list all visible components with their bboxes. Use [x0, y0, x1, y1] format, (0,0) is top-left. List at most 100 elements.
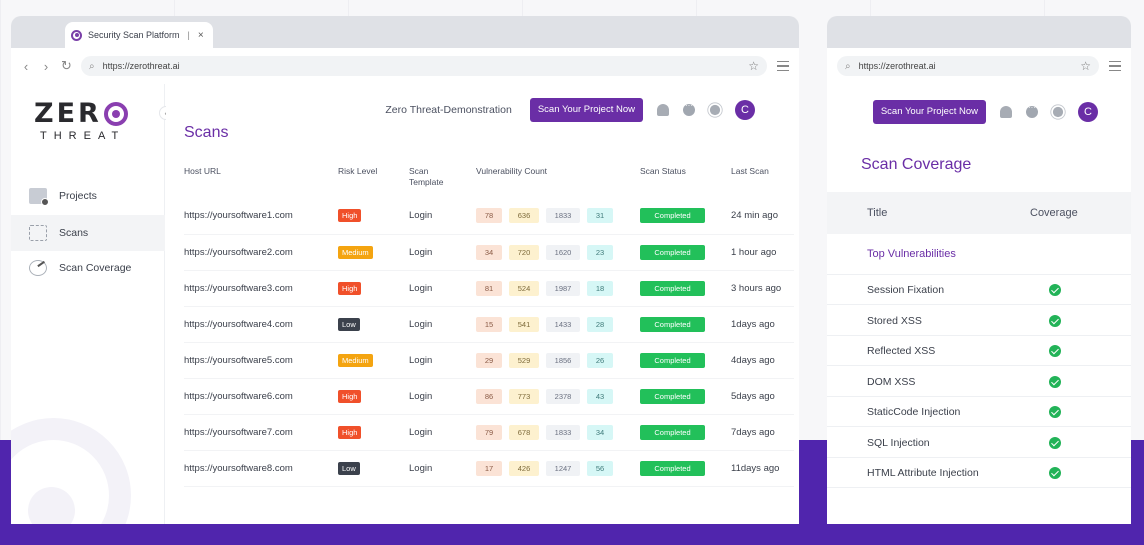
- table-row[interactable]: https://yoursoftware2.com Medium Login 34 72…: [184, 234, 794, 271]
- back-icon[interactable]: ‹: [23, 58, 29, 74]
- vulnerability-title: Stored XSS: [867, 314, 922, 327]
- avatar[interactable]: C: [735, 100, 755, 120]
- sidebar-item-label: Projects: [59, 190, 97, 202]
- address-row: ‹ › ↻ ⌕ https://zerothreat.ai ☆: [11, 48, 799, 84]
- bookmark-star-icon[interactable]: ☆: [1080, 59, 1091, 73]
- status-cell: Completed: [640, 306, 731, 343]
- bell-icon[interactable]: [657, 104, 669, 116]
- hamburger-menu-icon[interactable]: [777, 60, 789, 72]
- col-risk-level[interactable]: Risk Level: [338, 166, 378, 176]
- host-url[interactable]: https://yoursoftware2.com: [184, 234, 338, 271]
- col-host-url[interactable]: Host URL: [184, 166, 221, 176]
- table-row[interactable]: https://yoursoftware7.com High Login 79 678 1…: [184, 414, 794, 451]
- vulnerability-title: HTML Attribute Injection: [867, 467, 979, 479]
- table-row[interactable]: https://yoursoftware3.com High Login 81 524 1…: [184, 270, 794, 307]
- risk-badge: High: [338, 209, 362, 223]
- sidebar-item-scan-coverage[interactable]: Scan Coverage: [11, 250, 165, 286]
- risk-cell: High: [338, 198, 409, 235]
- bookmark-star-icon[interactable]: ☆: [748, 59, 759, 73]
- host-url[interactable]: https://yoursoftware4.com: [184, 306, 338, 343]
- address-bar[interactable]: ⌕ https://zerothreat.ai ☆: [837, 56, 1099, 76]
- status-badge: Completed: [640, 316, 705, 332]
- risk-badge: Medium: [338, 353, 373, 367]
- scans-icon: [29, 225, 47, 241]
- gear-icon[interactable]: [709, 104, 721, 116]
- decorative-dot: [28, 487, 75, 524]
- tab-close-icon[interactable]: ×: [197, 29, 204, 41]
- host-url[interactable]: https://yoursoftware7.com: [184, 414, 338, 451]
- table-row[interactable]: https://yoursoftware5.com Medium Login 29 52…: [184, 342, 794, 379]
- host-url[interactable]: https://yoursoftware8.com: [184, 450, 338, 487]
- gear-icon[interactable]: [1052, 106, 1064, 118]
- tab-bar: [827, 16, 1131, 48]
- reload-icon[interactable]: ↻: [61, 58, 72, 73]
- last-scan: 7days ago: [731, 414, 794, 451]
- high-count: 541: [509, 316, 539, 332]
- table-row[interactable]: https://yoursoftware6.com High Login 86 773 2…: [184, 378, 794, 415]
- scan-project-button[interactable]: Scan Your Project Now: [529, 98, 643, 122]
- status-cell: Completed: [640, 450, 731, 487]
- coverage-row: StaticCode Injection: [827, 397, 1131, 427]
- vulnerability-title: DOM XSS: [867, 375, 916, 388]
- chat-icon[interactable]: [1026, 103, 1038, 118]
- page-title: Scans: [184, 124, 229, 141]
- risk-badge: Low: [338, 461, 360, 475]
- col-scan-status[interactable]: Scan Status: [640, 166, 686, 176]
- vulnerability-title: SQL Injection: [867, 436, 930, 449]
- browser-tab[interactable]: Security Scan Platform | ×: [65, 22, 213, 48]
- last-scan: 1days ago: [731, 306, 794, 343]
- high-count: 773: [509, 388, 539, 404]
- top-bar: Scan Your Project Now C: [827, 100, 1131, 124]
- status-badge: Completed: [640, 388, 705, 404]
- scan-template: Login: [409, 450, 476, 487]
- low-count: 56: [587, 460, 613, 476]
- col-coverage: Coverage: [1030, 207, 1078, 219]
- last-scan: 3 hours ago: [731, 270, 794, 307]
- col-vulnerability-count[interactable]: Vulnerability Count: [476, 166, 548, 176]
- coverage-table-header: Title Coverage: [827, 192, 1131, 234]
- coverage-row: DOM XSS: [827, 367, 1131, 397]
- medium-count: 1620: [546, 244, 580, 260]
- table-row[interactable]: https://yoursoftware8.com Low Login 17 426 12…: [184, 450, 794, 487]
- col-scan-template[interactable]: Scan Template: [409, 166, 476, 198]
- table-row[interactable]: https://yoursoftware1.com High Login 78 636 1…: [184, 198, 794, 235]
- coverage-row: SQL Injection: [827, 428, 1131, 458]
- url-text[interactable]: https://zerothreat.ai: [102, 61, 180, 71]
- forward-icon[interactable]: ›: [43, 58, 49, 74]
- col-template-line1: Scan: [409, 166, 429, 176]
- risk-cell: Low: [338, 450, 409, 487]
- host-url[interactable]: https://yoursoftware3.com: [184, 270, 338, 307]
- vulnerability-title: StaticCode Injection: [867, 406, 961, 418]
- address-bar[interactable]: ⌕ https://zerothreat.ai ☆: [81, 56, 767, 76]
- logo-word: ZER: [34, 98, 102, 129]
- status-cell: Completed: [640, 378, 731, 415]
- tab-title: Security Scan Platform: [88, 30, 180, 40]
- check-circle-icon: [1049, 436, 1061, 449]
- hamburger-menu-icon[interactable]: [1109, 60, 1121, 72]
- vulnerability-counts: 15 541 1433 28: [476, 306, 640, 343]
- risk-cell: Medium: [338, 342, 409, 379]
- col-last-scan[interactable]: Last Scan: [731, 166, 769, 176]
- low-count: 43: [587, 388, 613, 404]
- url-text[interactable]: https://zerothreat.ai: [858, 61, 936, 71]
- medium-count: 1833: [546, 424, 580, 440]
- low-count: 18: [587, 280, 613, 296]
- sidebar-item-label: Scan Coverage: [59, 262, 132, 274]
- host-url[interactable]: https://yoursoftware6.com: [184, 378, 338, 415]
- sidebar-item-projects[interactable]: Projects: [11, 178, 165, 214]
- high-count: 426: [509, 460, 539, 476]
- logo-o-icon: [103, 101, 128, 126]
- chat-icon[interactable]: [683, 101, 695, 116]
- medium-count: 1833: [546, 208, 580, 224]
- medium-count: 1433: [546, 316, 580, 332]
- workspace-name[interactable]: Zero Threat-Demonstration: [385, 104, 512, 116]
- scan-project-button[interactable]: Scan Your Project Now: [872, 100, 986, 124]
- host-url[interactable]: https://yoursoftware1.com: [184, 198, 338, 235]
- critical-count: 29: [476, 352, 502, 368]
- search-icon: ⌕: [89, 60, 95, 72]
- host-url[interactable]: https://yoursoftware5.com: [184, 342, 338, 379]
- avatar[interactable]: C: [1078, 102, 1098, 122]
- sidebar-item-scans[interactable]: Scans: [11, 215, 165, 251]
- bell-icon[interactable]: [1000, 106, 1012, 118]
- table-row[interactable]: https://yoursoftware4.com Low Login 15 541 14…: [184, 306, 794, 343]
